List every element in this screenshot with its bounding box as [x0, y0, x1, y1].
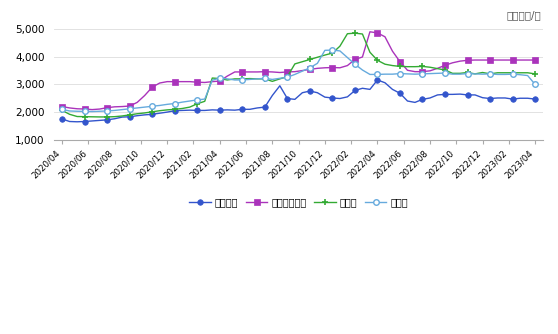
氯化钒: [352, 31, 358, 35]
复合肂: [262, 76, 268, 80]
氯化钒: [374, 58, 381, 62]
国产磷酸二铵: [329, 65, 336, 69]
复合肂: [126, 107, 133, 111]
国产尿素: [262, 105, 268, 109]
氯化钒: [532, 72, 538, 76]
国产尿素: [126, 115, 133, 119]
国产尿素: [382, 81, 388, 85]
国产尿素: [367, 88, 373, 92]
Legend: 国产尿素, 国产磷酸二铵, 氯化钒, 复合肂: 国产尿素, 国产磷酸二铵, 氯化钒, 复合肂: [185, 193, 412, 211]
复合肂: [329, 48, 336, 52]
复合肂: [336, 49, 343, 53]
国产磷酸二铵: [382, 35, 388, 39]
国产尿素: [59, 117, 65, 121]
复合肂: [89, 110, 95, 114]
国产磷酸二铵: [367, 30, 373, 34]
国产尿素: [374, 78, 381, 82]
氯化钒: [97, 115, 103, 119]
氯化钒: [382, 62, 388, 66]
Text: 单位：元/吨: 单位：元/吨: [507, 10, 541, 20]
复合肂: [532, 82, 538, 87]
Line: 国产磷酸二铵: 国产磷酸二铵: [59, 29, 538, 112]
氯化钒: [329, 51, 336, 55]
复合肂: [374, 72, 381, 76]
国产磷酸二铵: [126, 104, 133, 108]
国产磷酸二铵: [89, 108, 95, 112]
国产磷酸二铵: [299, 68, 306, 72]
复合肂: [59, 107, 65, 111]
国产磷酸二铵: [532, 58, 538, 62]
氯化钒: [262, 77, 268, 81]
氯化钒: [59, 109, 65, 113]
复合肂: [299, 69, 306, 73]
国产尿素: [329, 96, 336, 100]
国产磷酸二铵: [262, 70, 268, 74]
国产尿素: [532, 97, 538, 101]
复合肂: [382, 72, 388, 76]
Line: 氯化钒: 氯化钒: [59, 30, 538, 121]
氯化钒: [126, 113, 133, 117]
国产尿素: [299, 91, 306, 95]
国产磷酸二铵: [59, 105, 65, 109]
国产磷酸二铵: [374, 31, 381, 35]
Line: 国产尿素: 国产尿素: [59, 77, 538, 125]
国产尿素: [74, 120, 80, 124]
Line: 复合肂: 复合肂: [59, 47, 538, 114]
氯化钒: [299, 60, 306, 64]
